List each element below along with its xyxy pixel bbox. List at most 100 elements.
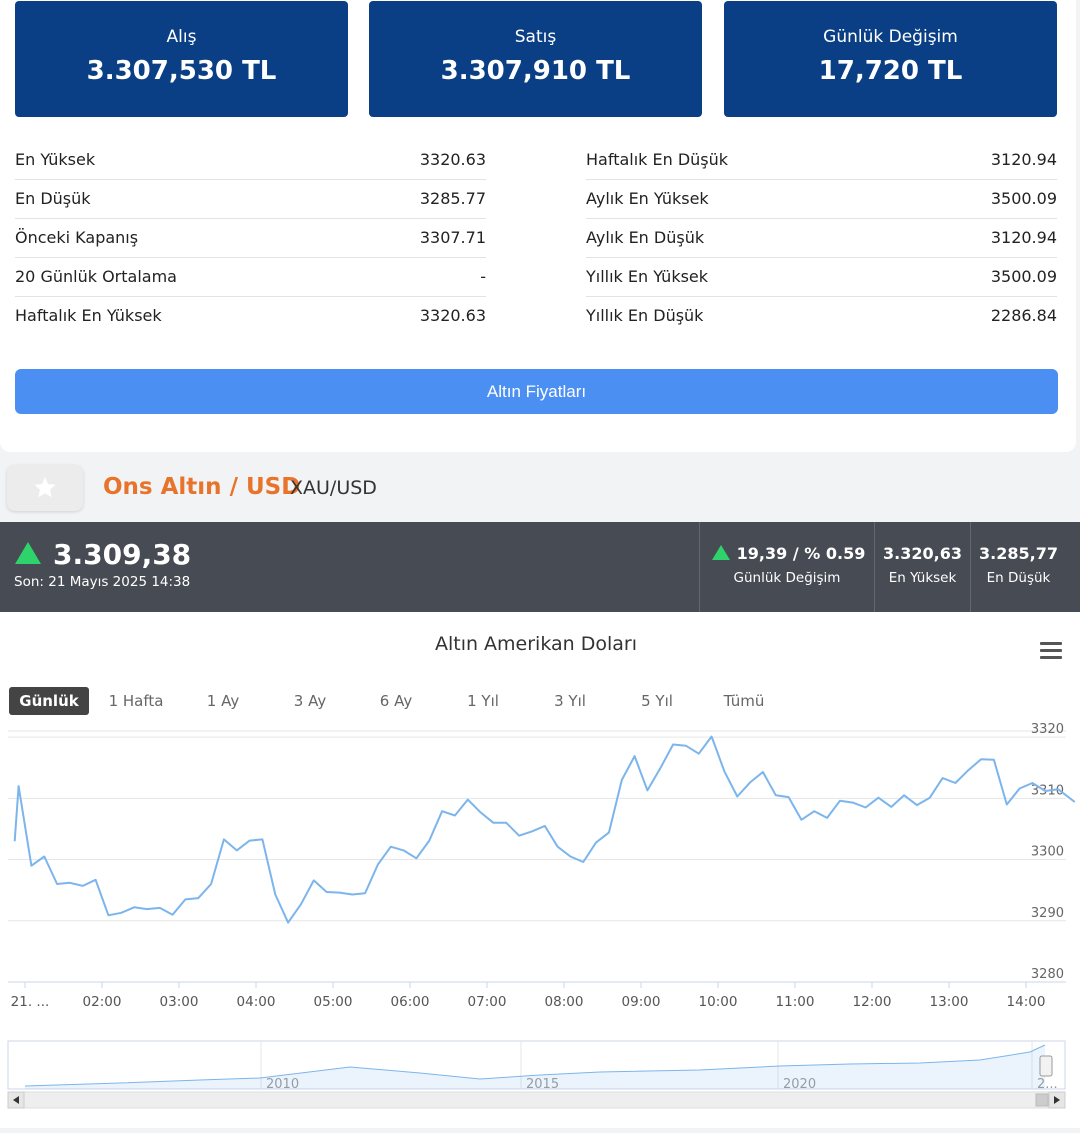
range-button-5-years[interactable]: 5 Yıl <box>641 692 673 710</box>
stat-row: En Düşük 3285.77 <box>15 180 486 219</box>
navigator-series-line <box>24 1044 1046 1087</box>
daily-change-value: 17,720 TL <box>818 56 963 86</box>
last-price: 3.309,38 <box>53 538 192 571</box>
stat-label: Yıllık En Düşük <box>586 306 704 325</box>
symbol-title: Ons Altın / USD <box>103 474 301 500</box>
x-tick-label: 21. ... <box>11 994 50 1010</box>
stats-table-left: En Yüksek 3320.63 En Düşük 3285.77 Önceki … <box>15 141 486 336</box>
y-tick-label: 3290 <box>1031 906 1064 921</box>
high-value: 3.320,63 <box>883 544 962 563</box>
stat-value: 2286.84 <box>990 306 1057 325</box>
up-arrow-icon <box>15 542 41 564</box>
hamburger-menu-icon[interactable] <box>1040 642 1062 660</box>
x-tick-label: 08:00 <box>545 994 584 1010</box>
chart-card: Altın Amerikan Doları Günlük 1 Hafta 1 A… <box>0 612 1080 1128</box>
stat-row: Aylık En Düşük 3120.94 <box>586 219 1057 258</box>
x-tick-label: 06:00 <box>391 994 430 1010</box>
stat-row: 20 Günlük Ortalama - <box>15 258 486 297</box>
range-button-3-years[interactable]: 3 Yıl <box>554 692 586 710</box>
daily-change-box: Günlük Değişim 17,720 TL <box>724 1 1057 117</box>
buy-label: Alış <box>166 27 197 47</box>
sell-value: 3.307,910 TL <box>440 56 631 86</box>
stat-row: Aylık En Yüksek 3500.09 <box>586 180 1057 219</box>
range-button-1-year[interactable]: 1 Yıl <box>467 692 499 710</box>
navigator-series-area <box>25 1045 1045 1089</box>
symbol-header: Ons Altın / USD XAU/USD <box>0 453 1080 523</box>
last-update-time: Son: 21 Mayıs 2025 14:38 <box>14 574 191 590</box>
scroll-left-arrow-icon <box>13 1096 19 1104</box>
scrollbar-track <box>7 1091 1066 1109</box>
stat-row: Haftalık En Yüksek 3320.63 <box>15 297 486 336</box>
price-summary-card: Alış 3.307,530 TL Satış 3.307,910 TL Gün… <box>0 0 1076 452</box>
stat-value: 3320.63 <box>419 306 486 325</box>
daily-change-label: Günlük Değişim <box>733 570 841 586</box>
stat-row: Yıllık En Düşük 2286.84 <box>586 297 1057 336</box>
favorite-button[interactable] <box>7 465 83 511</box>
x-tick-label: 09:00 <box>622 994 661 1010</box>
stat-value: 3320.63 <box>419 150 486 169</box>
low-value: 3.285,77 <box>979 544 1058 563</box>
stat-label: 20 Günlük Ortalama <box>15 267 177 286</box>
stat-value: 3500.09 <box>990 189 1057 208</box>
high-label: En Yüksek <box>888 570 957 586</box>
stat-label: En Yüksek <box>15 150 96 169</box>
buy-price-box: Alış 3.307,530 TL <box>15 1 348 117</box>
stat-label: Haftalık En Düşük <box>586 150 729 169</box>
stat-row: En Yüksek 3320.63 <box>15 141 486 180</box>
stat-row: Yıllık En Yüksek 3500.09 <box>586 258 1057 297</box>
navigator-year-label: 2020 <box>783 1077 816 1092</box>
high-cell: 3.320,63 En Yüksek <box>874 522 970 612</box>
stat-label: Aylık En Yüksek <box>586 189 709 208</box>
sell-label: Satış <box>514 27 557 47</box>
x-tick-label: 02:00 <box>83 994 122 1010</box>
stat-value: 3120.94 <box>990 150 1057 169</box>
x-tick-label: 07:00 <box>468 994 507 1010</box>
stat-value: - <box>480 267 486 286</box>
stat-row: Önceki Kapanış 3307.71 <box>15 219 486 258</box>
stat-row: Haftalık En Düşük 3120.94 <box>586 141 1057 180</box>
daily-change-value: 19,39 / % 0.59 <box>736 544 866 563</box>
x-tick-label: 12:00 <box>853 994 892 1010</box>
price-series-line <box>13 735 1076 924</box>
quote-bar: 3.309,38 Son: 21 Mayıs 2025 14:38 19,39 … <box>0 522 1080 612</box>
navigator-year-label: 2... <box>1037 1077 1058 1092</box>
range-button-3-months[interactable]: 3 Ay <box>293 692 327 710</box>
sell-price-box: Satış 3.307,910 TL <box>369 1 702 117</box>
star-icon <box>34 477 56 498</box>
stat-label: Aylık En Düşük <box>586 228 705 247</box>
daily-change-label: Günlük Değişim <box>823 27 958 47</box>
range-button-daily[interactable]: Günlük <box>9 687 89 715</box>
stat-label: En Düşük <box>15 189 91 208</box>
range-button-1-month[interactable]: 1 Ay <box>206 692 240 710</box>
stat-value: 3500.09 <box>990 267 1057 286</box>
x-tick-label: 10:00 <box>699 994 738 1010</box>
stat-value: 3307.71 <box>419 228 486 247</box>
range-button-6-months[interactable]: 6 Ay <box>379 692 413 710</box>
stat-label: Yıllık En Yüksek <box>586 267 709 286</box>
x-tick-label: 11:00 <box>776 994 815 1010</box>
y-tick-label: 3280 <box>1031 967 1064 982</box>
scrollbar-thumb <box>1035 1093 1049 1107</box>
stat-value: 3120.94 <box>990 228 1057 247</box>
scroll-right-arrow-icon <box>1054 1096 1060 1104</box>
x-tick-label: 04:00 <box>237 994 276 1010</box>
low-label: En Düşük <box>986 570 1051 586</box>
x-tick-label: 03:00 <box>160 994 199 1010</box>
gold-prices-button[interactable]: Altın Fiyatları <box>15 369 1058 414</box>
daily-change-cell: 19,39 / % 0.59 Günlük Değişim <box>699 522 874 612</box>
y-tick-label: 3300 <box>1031 845 1064 860</box>
navigator-year-label: 2010 <box>266 1077 299 1092</box>
range-button-1-week[interactable]: 1 Hafta <box>108 692 164 710</box>
chart-title: Altın Amerikan Doları <box>434 633 638 655</box>
navigator-year-label: 2015 <box>526 1077 559 1092</box>
low-cell: 3.285,77 En Düşük <box>970 522 1066 612</box>
x-tick-label: 05:00 <box>314 994 353 1010</box>
stat-label: Önceki Kapanış <box>15 228 139 247</box>
x-tick-label: 13:00 <box>930 994 969 1010</box>
stat-label: Haftalık En Yüksek <box>15 306 162 325</box>
symbol-code: XAU/USD <box>290 477 377 499</box>
x-tick-label: 14:00 <box>1007 994 1046 1010</box>
range-button-all[interactable]: Tümü <box>723 692 765 710</box>
buy-value: 3.307,530 TL <box>86 56 277 86</box>
